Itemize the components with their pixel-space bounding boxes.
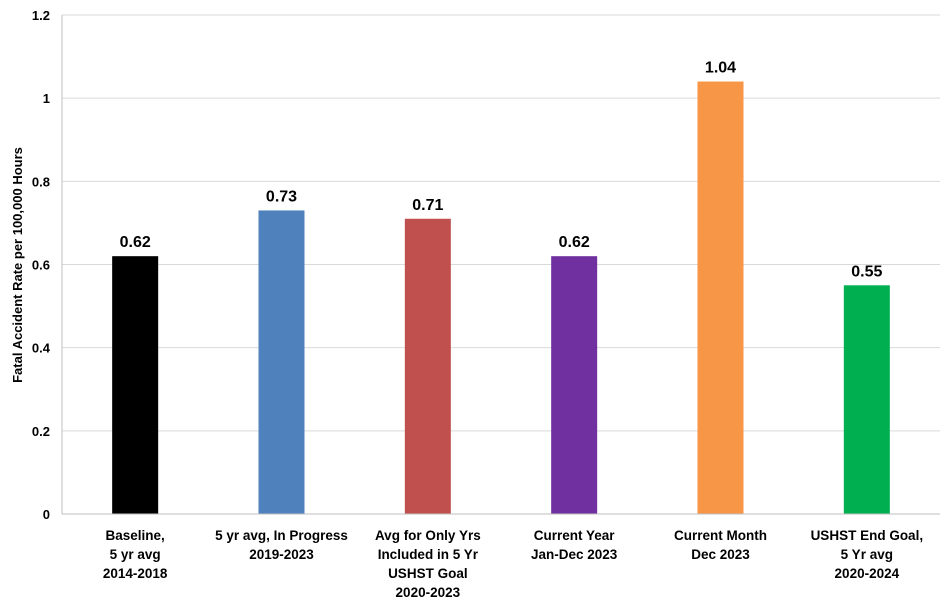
data-label: 1.04	[705, 60, 736, 77]
category-label-line: 2019-2023	[249, 547, 314, 562]
category-label-line: Current Month	[674, 528, 767, 543]
axes	[61, 15, 940, 515]
data-label: 0.73	[266, 188, 297, 205]
bar	[112, 256, 159, 514]
gridlines	[62, 14, 940, 432]
category-labels: Baseline, 5 yr avg 2014-2018 5 yr avg, In P…	[103, 528, 923, 600]
data-label: 0.55	[851, 263, 882, 280]
category-label-line: Current Year	[534, 528, 616, 543]
data-label: 0.62	[559, 234, 590, 251]
category-label-line: 2020-2024	[835, 566, 900, 581]
category-label-line: Jan-Dec 2023	[531, 547, 618, 562]
y-tick-label: 0	[43, 507, 50, 522]
y-tick-label: 0.6	[32, 258, 50, 273]
bar	[843, 285, 890, 514]
y-axis-title: Fatal Accident Rate per 100,000 Hours	[10, 147, 25, 383]
y-tick-label: 1	[43, 91, 50, 106]
category-label: Baseline, 5 yr avg 2014-2018	[103, 528, 168, 581]
category-label-line: USHST Goal	[388, 566, 468, 581]
y-tick-label: 0.4	[32, 341, 51, 356]
y-tick-label: 0.8	[32, 174, 50, 189]
data-labels: 0.62 0.73 0.71 0.62 1.04 0.55	[120, 60, 883, 281]
category-label-line: USHST End Goal,	[811, 528, 924, 543]
bars	[112, 81, 890, 515]
category-label-line: Dec 2023	[691, 547, 750, 562]
category-label-line: Avg for Only Yrs	[375, 528, 481, 543]
category-label: 5 yr avg, In Progress 2019-2023	[215, 528, 348, 562]
category-label: Current Month Dec 2023	[674, 528, 767, 562]
category-label-line: 2014-2018	[103, 566, 168, 581]
category-label-line: 5 yr avg	[110, 547, 161, 562]
category-label: Current Year Jan-Dec 2023	[531, 528, 618, 562]
y-tick-labels: 0 0.2 0.4 0.6 0.8 1 1.2	[32, 8, 51, 522]
data-label: 0.71	[412, 197, 443, 214]
category-label-line: Included in 5 Yr	[378, 547, 479, 562]
y-tick-label: 1.2	[32, 8, 50, 23]
category-label-line: 5 Yr avg	[841, 547, 893, 562]
data-label: 0.62	[120, 234, 151, 251]
bar	[551, 256, 598, 514]
y-tick-label: 0.2	[32, 424, 50, 439]
category-label-line: 5 yr avg, In Progress	[215, 528, 348, 543]
category-label-line: 2020-2023	[396, 585, 461, 600]
bar	[258, 210, 305, 515]
category-label: Avg for Only Yrs Included in 5 Yr USHST Go…	[375, 528, 481, 600]
category-label-line: Baseline,	[106, 528, 165, 543]
bar	[697, 81, 744, 515]
category-label: USHST End Goal, 5 Yr avg 2020-2024	[811, 528, 924, 581]
bar	[404, 218, 451, 514]
